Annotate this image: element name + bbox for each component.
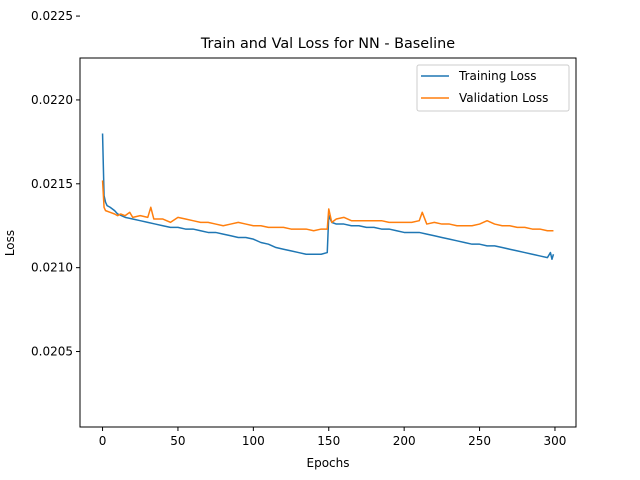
y-axis: 0.0205 0.0210 0.0215 0.0220 0.0225	[31, 9, 80, 359]
y-axis-label: Loss	[3, 230, 17, 256]
legend-label-validation: Validation Loss	[459, 91, 548, 105]
series-line-training	[101, 133, 555, 261]
x-tick-label: 250	[468, 434, 491, 448]
chart-title: Train and Val Loss for NN - Baseline	[200, 36, 455, 52]
y-tick-label: 0.0225	[31, 9, 73, 23]
legend: Training Loss Validation Loss	[416, 64, 570, 112]
x-tick-label: 0	[99, 434, 107, 448]
legend-label-training: Training Loss	[458, 69, 536, 83]
y-tick-label: 0.0215	[31, 177, 73, 191]
x-tick-label: 200	[393, 434, 416, 448]
plot-frame	[79, 57, 577, 428]
series-line-validation	[101, 180, 554, 232]
x-tick-label: 300	[544, 434, 567, 448]
x-axis: 0 50 100 150 200 250 300	[99, 427, 567, 448]
y-tick-label: 0.0210	[31, 261, 73, 275]
legend-box	[416, 64, 570, 112]
y-tick-label: 0.0220	[31, 93, 73, 107]
x-axis-label: Epochs	[307, 456, 350, 470]
x-tick-label: 150	[317, 434, 340, 448]
x-tick-label: 50	[170, 434, 185, 448]
y-tick-label: 0.0205	[31, 345, 73, 359]
x-tick-label: 100	[242, 434, 265, 448]
plot-lines	[101, 133, 555, 261]
